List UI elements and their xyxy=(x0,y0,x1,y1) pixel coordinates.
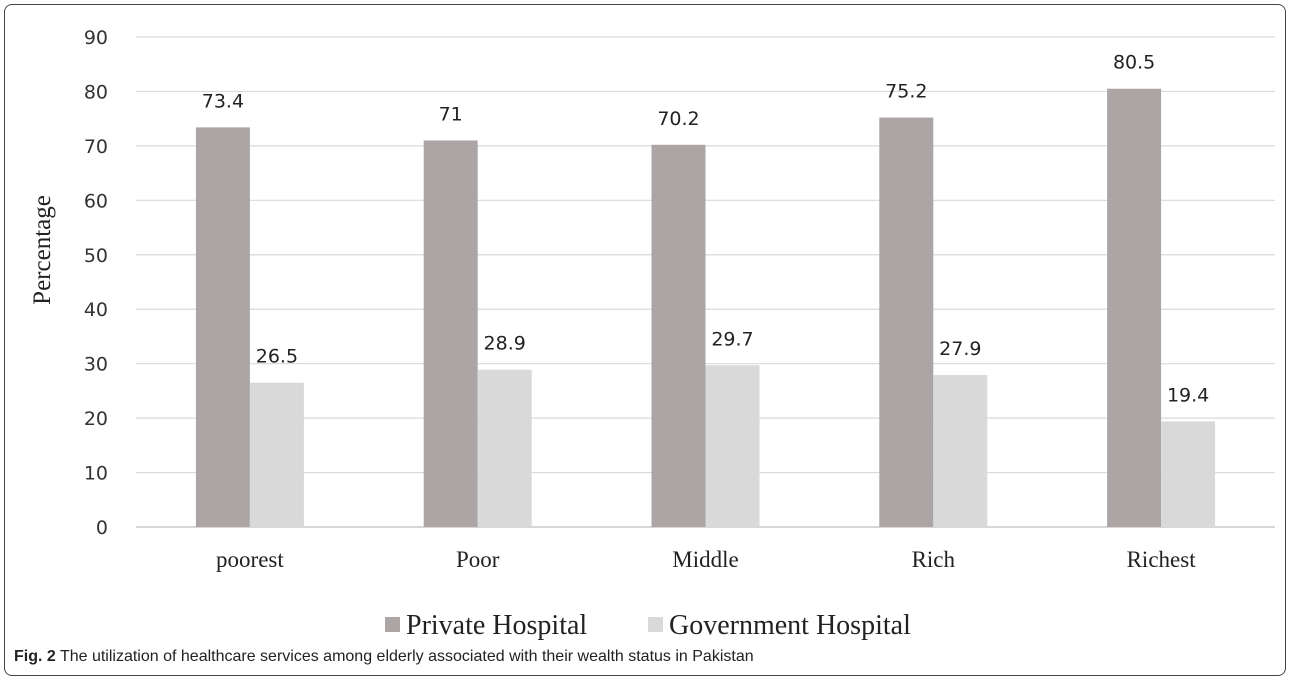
y-tick-label: 50 xyxy=(84,245,108,267)
bar xyxy=(879,117,934,528)
y-tick-label: 40 xyxy=(84,299,108,321)
y-axis-ticks: 0 10 20 30 40 50 60 70 80 90 xyxy=(84,27,108,539)
x-axis-categories: poorest Poor Middle Rich Richest xyxy=(216,547,1196,572)
legend-label: Private Hospital xyxy=(406,610,587,641)
figure-frame xyxy=(4,4,1286,676)
bar xyxy=(933,375,988,527)
bars xyxy=(195,88,1216,528)
data-label: 29.7 xyxy=(711,328,753,350)
data-label: 19.4 xyxy=(1167,384,1209,406)
bar xyxy=(249,382,304,527)
legend-label: Government Hospital xyxy=(669,610,911,641)
legend-swatch xyxy=(648,617,663,632)
bar xyxy=(1161,421,1216,527)
data-label: 26.5 xyxy=(256,346,298,368)
y-tick-label: 0 xyxy=(96,517,108,539)
data-label: 80.5 xyxy=(1113,52,1155,74)
caption-text: The utilization of healthcare services a… xyxy=(59,648,754,665)
bar xyxy=(195,127,250,527)
category-label: Rich xyxy=(912,547,956,572)
data-label: 28.9 xyxy=(484,333,526,355)
category-label: poorest xyxy=(216,547,284,572)
y-tick-label: 80 xyxy=(84,81,108,103)
data-label: 27.9 xyxy=(939,338,981,360)
bar xyxy=(477,369,532,527)
category-label: Richest xyxy=(1127,547,1197,572)
y-axis-label: Percentage xyxy=(29,195,56,305)
bar xyxy=(1107,88,1162,527)
data-label: 73.4 xyxy=(202,90,244,112)
legend-swatch xyxy=(385,617,400,632)
bar xyxy=(705,365,760,527)
y-tick-label: 70 xyxy=(84,136,108,158)
y-tick-label: 20 xyxy=(84,408,108,430)
y-tick-label: 10 xyxy=(84,463,108,485)
bar xyxy=(423,140,478,527)
caption-label: Fig. 2 xyxy=(14,648,56,665)
legend: Private Hospital Government Hospital xyxy=(385,610,911,641)
data-labels: 73.4 26.5 71 28.9 70.2 29.7 75.2 27.9 80.5 19.4 xyxy=(202,52,1210,407)
gridlines xyxy=(136,36,1275,528)
category-label: Poor xyxy=(456,547,500,572)
y-tick-label: 90 xyxy=(84,27,108,49)
data-label: 71 xyxy=(439,103,463,125)
y-tick-label: 30 xyxy=(84,354,108,376)
category-label: Middle xyxy=(672,547,738,572)
y-tick-label: 60 xyxy=(84,190,108,212)
figure-caption: Fig. 2 The utilization of healthcare ser… xyxy=(14,648,754,666)
data-label: 70.2 xyxy=(657,108,699,130)
data-label: 75.2 xyxy=(885,81,927,103)
bar xyxy=(651,144,706,528)
